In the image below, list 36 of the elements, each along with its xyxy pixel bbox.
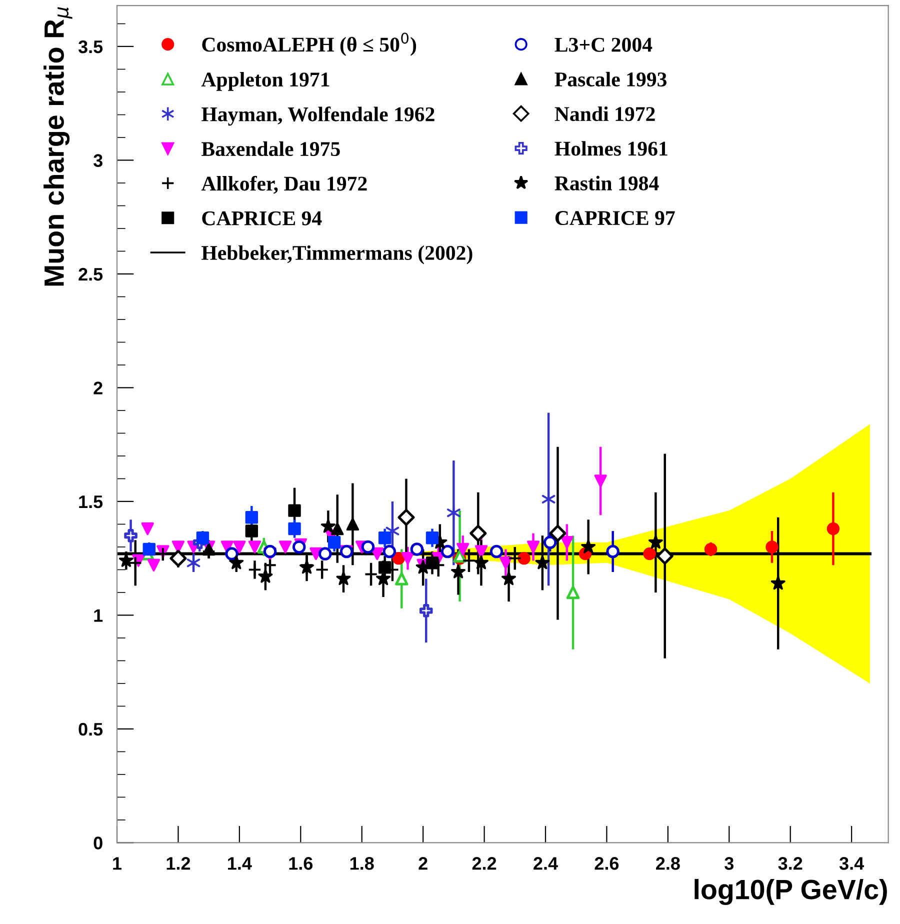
y-tick-label: 0.5 (78, 722, 103, 736)
y-axis-title: Muon charge ratio R$_{μ}$ (44, 7, 72, 286)
legend-label: CosmoALEPH (θ ≤ 50$^{0}$) (202, 32, 416, 56)
x-tick-label: 3.4 (839, 857, 864, 870)
x-tick-label: 1.8 (350, 857, 374, 870)
x-tick-label: 3 (724, 857, 734, 870)
x-tick-label: 2.4 (534, 857, 558, 870)
x-tick-label: 1 (113, 857, 122, 870)
legend-label: Nandi 1972 (554, 106, 655, 122)
legend-label: Allkofer, Dau 1972 (201, 176, 367, 194)
y-tick-label: 1.5 (79, 496, 103, 508)
y-tick-label: 1 (94, 609, 103, 622)
legend-label: Pascale 1993 (554, 72, 667, 86)
x-tick-label: 1.4 (228, 857, 252, 870)
x-tick-label: 2.8 (656, 857, 680, 870)
x-axis-title: log10(P GeV/c) (694, 878, 887, 905)
legend-label: L3+C 2004 (554, 38, 652, 52)
x-tick-label: 2.2 (472, 857, 496, 870)
legend-label: Baxendale 1975 (202, 141, 340, 156)
y-tick-label: 3 (93, 154, 102, 167)
legend-label: Rastin 1984 (554, 176, 659, 190)
y-tick-label: 2 (94, 382, 102, 394)
legend-label: Hebbeker,Timmermans (2002) (202, 245, 472, 264)
legend-label: Hayman, Wolfendale 1962 (202, 106, 434, 126)
y-tick-label: 2.5 (78, 268, 103, 281)
x-tick-label: 3.2 (778, 857, 802, 870)
legend-label: CAPRICE 97 (555, 211, 675, 226)
legend-label: CAPRICE 94 (202, 211, 322, 226)
legend-label: Appleton 1971 (201, 72, 330, 91)
x-tick-label: 2 (418, 857, 428, 870)
y-tick-label: 3.5 (78, 40, 103, 54)
y-tick-label: 0 (94, 836, 102, 850)
x-tick-label: 2.6 (594, 857, 619, 870)
legend-label: Holmes 1961 (554, 141, 668, 156)
x-tick-label: 1.2 (166, 857, 190, 870)
x-tick-label: 1.6 (289, 857, 313, 870)
